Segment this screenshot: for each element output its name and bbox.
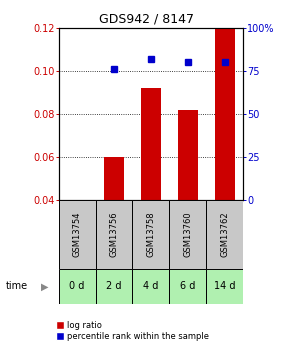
Text: 4 d: 4 d — [143, 282, 159, 291]
Bar — [206, 200, 243, 269]
Text: GSM13754: GSM13754 — [73, 212, 81, 257]
Bar — [104, 157, 124, 200]
Text: 0 d: 0 d — [69, 282, 85, 291]
Bar — [132, 200, 169, 269]
Text: 6 d: 6 d — [180, 282, 195, 291]
Text: 14 d: 14 d — [214, 282, 236, 291]
Bar — [59, 200, 96, 269]
Text: GSM13756: GSM13756 — [110, 212, 118, 257]
Text: 2 d: 2 d — [106, 282, 122, 291]
Text: GSM13758: GSM13758 — [146, 212, 155, 257]
Bar — [59, 269, 96, 304]
Text: GSM13760: GSM13760 — [183, 212, 192, 257]
Bar — [178, 110, 198, 200]
Legend: log ratio, percentile rank within the sample: log ratio, percentile rank within the sa… — [57, 321, 209, 341]
Text: ▶: ▶ — [41, 282, 49, 291]
Text: GDS942 / 8147: GDS942 / 8147 — [99, 12, 194, 25]
Text: time: time — [6, 282, 28, 291]
Bar — [169, 200, 206, 269]
Text: GSM13762: GSM13762 — [220, 212, 229, 257]
Bar — [214, 28, 235, 200]
Bar — [96, 269, 132, 304]
Bar — [96, 200, 132, 269]
Bar — [132, 269, 169, 304]
Bar — [169, 269, 206, 304]
Bar — [141, 88, 161, 200]
Bar — [206, 269, 243, 304]
